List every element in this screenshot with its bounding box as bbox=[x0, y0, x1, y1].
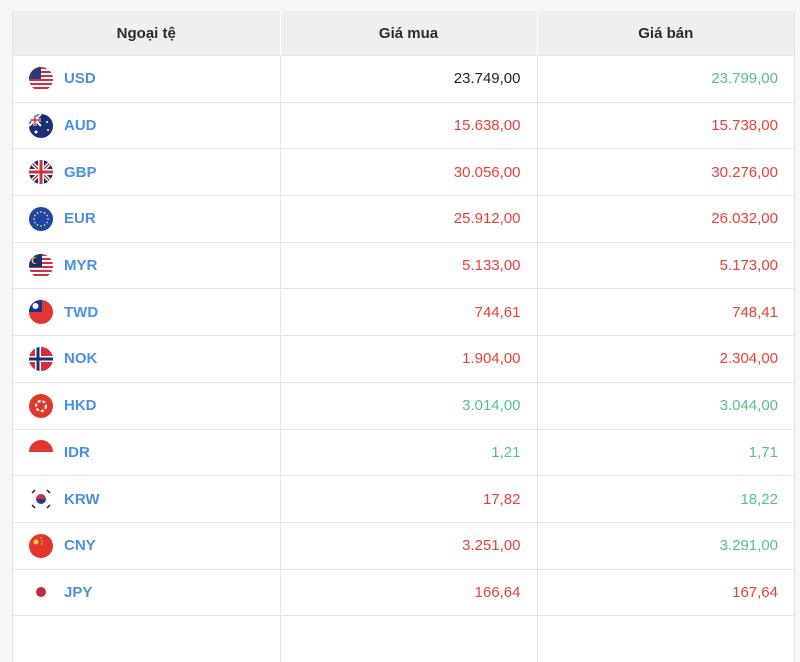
buy-price: 3.251,00 bbox=[280, 521, 538, 570]
exchange-rate-table-container: Ngoại tệ Giá mua Giá bán USD 23.749,00 2… bbox=[12, 11, 795, 662]
eu-flag-icon bbox=[29, 206, 53, 231]
tw-flag-icon bbox=[29, 300, 53, 325]
table-row: CNY 3.251,00 3.291,00 bbox=[13, 521, 794, 570]
currency-code[interactable]: IDR bbox=[64, 443, 90, 461]
header-buy: Giá mua bbox=[280, 11, 538, 56]
buy-price: 15.638,00 bbox=[280, 101, 538, 149]
hk-flag-icon bbox=[29, 393, 53, 418]
header-currency: Ngoại tệ bbox=[13, 11, 281, 56]
sell-price: 1,71 bbox=[537, 428, 794, 476]
currency-cell: JPY bbox=[13, 568, 281, 616]
sell-price: 30.276,00 bbox=[537, 148, 794, 196]
buy-price: 1.904,00 bbox=[280, 335, 538, 383]
table-row: MYR 5.133,00 5.173,00 bbox=[13, 241, 794, 289]
currency-cell: NOK bbox=[13, 335, 281, 383]
table-row: TWD 744,61 748,41 bbox=[13, 288, 794, 336]
kr-flag-icon bbox=[29, 487, 53, 512]
buy-price: 5.133,00 bbox=[280, 241, 538, 289]
table-row: GBP 30.056,00 30.276,00 bbox=[13, 148, 794, 196]
buy-price: 23.749,00 bbox=[280, 55, 538, 103]
sell-price: 748,41 bbox=[537, 288, 794, 336]
cn-flag-icon bbox=[29, 533, 53, 558]
currency-code[interactable]: HKD bbox=[64, 397, 97, 415]
buy-price: 744,61 bbox=[280, 288, 538, 336]
currency-cell: IDR bbox=[13, 428, 281, 476]
au-flag-icon bbox=[29, 113, 53, 138]
my-flag-icon bbox=[29, 253, 53, 278]
exchange-rate-table: Ngoại tệ Giá mua Giá bán USD 23.749,00 2… bbox=[13, 11, 794, 662]
table-row: EUR 25.912,00 26.032,00 bbox=[13, 195, 794, 243]
currency-code[interactable]: CNY bbox=[64, 537, 96, 555]
table-row: NOK 1.904,00 2.304,00 bbox=[13, 335, 794, 383]
currency-code[interactable]: AUD bbox=[64, 117, 97, 135]
jp-flag-icon bbox=[29, 580, 53, 605]
table-row: AUD 15.638,00 15.738,00 bbox=[13, 101, 794, 149]
table-row: KRW 17,82 18,22 bbox=[13, 475, 794, 523]
currency-cell: EUR bbox=[13, 195, 281, 243]
buy-price: 30.056,00 bbox=[280, 148, 538, 196]
currency-cell: AUD bbox=[13, 101, 281, 149]
currency-cell: USD bbox=[13, 55, 281, 103]
table-row: USD 23.749,00 23.799,00 bbox=[13, 55, 794, 103]
buy-price: 3.014,00 bbox=[280, 381, 538, 429]
table-row: IDR 1,21 1,71 bbox=[13, 428, 794, 476]
currency-cell: GBP bbox=[13, 148, 281, 196]
us-flag-icon bbox=[29, 66, 53, 91]
currency-cell: MYR bbox=[13, 241, 281, 289]
sell-price: 2.304,00 bbox=[537, 335, 794, 383]
currency-cell: KRW bbox=[13, 475, 281, 523]
sell-price: 3.044,00 bbox=[537, 381, 794, 429]
buy-price: 17,82 bbox=[280, 475, 538, 523]
sell-price: 18,22 bbox=[537, 475, 794, 523]
currency-cell: TWD bbox=[13, 288, 281, 336]
currency-code[interactable]: NOK bbox=[64, 350, 98, 368]
currency-code[interactable]: TWD bbox=[64, 303, 99, 321]
currency-code[interactable]: MYR bbox=[64, 257, 98, 275]
currency-code[interactable]: USD bbox=[64, 70, 96, 88]
currency-code[interactable]: EUR bbox=[64, 210, 96, 228]
currency-cell: HKD bbox=[13, 381, 281, 429]
currency-cell: CNY bbox=[13, 521, 281, 570]
table-header: Ngoại tệ Giá mua Giá bán bbox=[13, 11, 794, 56]
gb-flag-icon bbox=[29, 160, 53, 185]
buy-price: 166,64 bbox=[280, 568, 538, 616]
sell-price: 26.032,00 bbox=[537, 195, 794, 243]
buy-price: 1,21 bbox=[280, 428, 538, 476]
id-flag-icon bbox=[29, 440, 53, 465]
currency-code[interactable]: JPY bbox=[64, 583, 93, 601]
buy-price: 25.912,00 bbox=[280, 195, 538, 243]
sell-price: 167,64 bbox=[537, 568, 794, 616]
table-row: HKD 3.014,00 3.044,00 bbox=[13, 381, 794, 429]
sell-price: 5.173,00 bbox=[537, 241, 794, 289]
currency-code[interactable]: GBP bbox=[64, 163, 97, 181]
sell-price: 3.291,00 bbox=[537, 521, 794, 570]
sell-price: 23.799,00 bbox=[537, 55, 794, 103]
sell-price: 15.738,00 bbox=[537, 101, 794, 149]
header-sell: Giá bán bbox=[537, 11, 794, 56]
table-row: JPY 166,64 167,64 bbox=[13, 568, 794, 616]
currency-code[interactable]: KRW bbox=[64, 490, 100, 508]
no-flag-icon bbox=[29, 346, 53, 371]
